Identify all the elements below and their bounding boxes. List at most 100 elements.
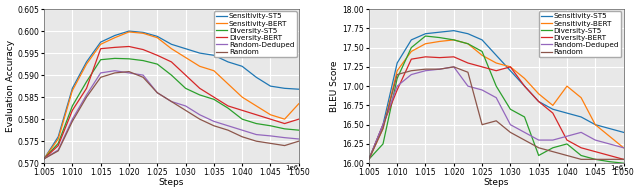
Sensitivity-ST5: [605, 127, 613, 130]
Sensitivity-BERT: [394, 69, 401, 72]
Sensitivity-BERT: [97, 43, 104, 45]
Sensitivity-BERT: [68, 89, 76, 92]
Random: [521, 139, 529, 141]
Sensitivity-ST5: [620, 131, 627, 134]
Sensitivity-ST5: [140, 31, 147, 34]
Random: [620, 158, 627, 161]
Diversity-BERT: [97, 47, 104, 50]
Sensitivity-BERT: [436, 40, 444, 43]
Random-Deduped: [196, 114, 204, 116]
Sensitivity-BERT: [506, 66, 514, 68]
Legend: Sensitivity-ST5, Sensitivity-BERT, Diversity-ST5, Diversity-BERT, Random-Deduped: Sensitivity-ST5, Sensitivity-BERT, Diver…: [539, 11, 621, 57]
Diversity-ST5: [394, 77, 401, 80]
Diversity-BERT: [591, 151, 599, 153]
Sensitivity-BERT: [521, 77, 529, 80]
Diversity-ST5: [196, 94, 204, 96]
Diversity-BERT: [549, 112, 557, 114]
Sensitivity-BERT: [577, 96, 585, 99]
Diversity-BERT: [111, 46, 118, 48]
Random: [563, 154, 571, 157]
Random: [97, 76, 104, 79]
Diversity-BERT: [281, 122, 289, 125]
Sensitivity-ST5: [591, 124, 599, 126]
Sensitivity-ST5: [464, 33, 472, 35]
Sensitivity-ST5: [492, 54, 500, 57]
Random-Deduped: [549, 139, 557, 141]
Sensitivity-BERT: [408, 50, 415, 53]
Sensitivity-BERT: [168, 47, 175, 50]
Random-Deduped: [68, 118, 76, 120]
Random: [83, 96, 90, 98]
Sensitivity-ST5: [238, 65, 246, 68]
Diversity-BERT: [478, 66, 486, 68]
Sensitivity-ST5: [408, 39, 415, 41]
Line: Diversity-BERT: Diversity-BERT: [369, 57, 623, 159]
Y-axis label: BLEU Score: BLEU Score: [330, 60, 339, 112]
Sensitivity-BERT: [620, 147, 627, 149]
Sensitivity-BERT: [111, 36, 118, 39]
Random-Deduped: [422, 69, 429, 72]
Sensitivity-ST5: [97, 41, 104, 43]
Sensitivity-BERT: [563, 85, 571, 87]
Diversity-BERT: [577, 147, 585, 149]
Random: [478, 124, 486, 126]
Sensitivity-BERT: [365, 158, 372, 161]
Random-Deduped: [521, 131, 529, 134]
Random: [182, 109, 189, 112]
Sensitivity-ST5: [83, 61, 90, 63]
Diversity-BERT: [267, 118, 275, 120]
Diversity-ST5: [535, 154, 543, 157]
Random: [422, 68, 429, 70]
Sensitivity-ST5: [253, 76, 260, 79]
Sensitivity-ST5: [54, 136, 62, 138]
Sensitivity-ST5: [40, 158, 48, 160]
Sensitivity-ST5: [281, 87, 289, 90]
Diversity-BERT: [40, 158, 48, 160]
Diversity-BERT: [125, 45, 133, 48]
Diversity-ST5: [111, 57, 118, 59]
Sensitivity-BERT: [492, 62, 500, 64]
Diversity-BERT: [605, 154, 613, 157]
Diversity-BERT: [68, 109, 76, 112]
Diversity-BERT: [563, 139, 571, 141]
Random-Deduped: [506, 124, 514, 126]
Sensitivity-BERT: [591, 124, 599, 126]
Random: [253, 140, 260, 142]
Random: [535, 147, 543, 149]
Sensitivity-ST5: [521, 85, 529, 87]
Random-Deduped: [492, 96, 500, 99]
Diversity-ST5: [563, 143, 571, 145]
Diversity-BERT: [295, 118, 303, 120]
Diversity-ST5: [210, 98, 218, 101]
Random: [506, 131, 514, 134]
Diversity-BERT: [196, 87, 204, 90]
Diversity-ST5: [436, 36, 444, 39]
Sensitivity-ST5: [154, 35, 161, 37]
Diversity-ST5: [97, 58, 104, 61]
Random-Deduped: [97, 72, 104, 74]
Sensitivity-BERT: [450, 39, 458, 41]
Sensitivity-BERT: [210, 69, 218, 72]
Diversity-ST5: [591, 158, 599, 161]
Random: [492, 120, 500, 122]
Sensitivity-ST5: [111, 34, 118, 37]
Diversity-BERT: [253, 114, 260, 116]
Random-Deduped: [83, 94, 90, 96]
Random: [281, 144, 289, 147]
Random-Deduped: [620, 147, 627, 149]
Sensitivity-ST5: [563, 112, 571, 114]
Sensitivity-ST5: [210, 54, 218, 57]
Random: [54, 150, 62, 152]
Sensitivity-ST5: [224, 61, 232, 63]
Sensitivity-ST5: [68, 87, 76, 90]
Legend: Sensitivity-ST5, Sensitivity-BERT, Diversity-ST5, Diversity-BERT, Random-Deduped: Sensitivity-ST5, Sensitivity-BERT, Diver…: [214, 11, 296, 57]
Sensitivity-BERT: [54, 138, 62, 140]
Diversity-ST5: [478, 50, 486, 53]
Random-Deduped: [168, 100, 175, 103]
Sensitivity-ST5: [577, 116, 585, 118]
Line: Random-Deduped: Random-Deduped: [44, 71, 299, 159]
Line: Sensitivity-ST5: Sensitivity-ST5: [369, 31, 623, 159]
Random: [68, 120, 76, 123]
Random: [549, 151, 557, 153]
Random-Deduped: [210, 120, 218, 123]
